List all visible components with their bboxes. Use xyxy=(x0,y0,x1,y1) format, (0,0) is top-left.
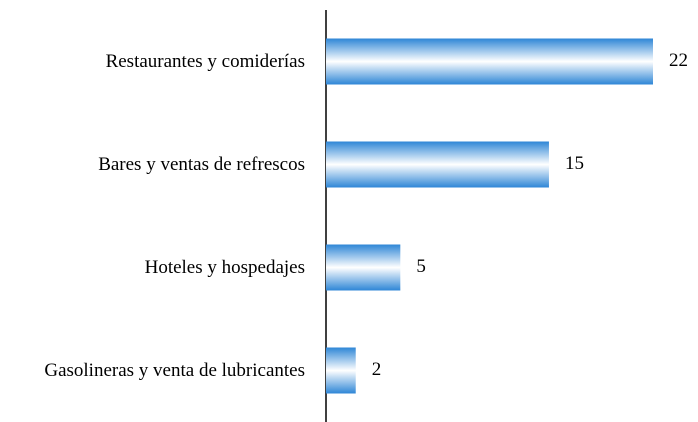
value-label: 2 xyxy=(372,359,382,380)
bar xyxy=(326,244,401,291)
bar xyxy=(326,38,653,85)
category-label: Gasolineras y venta de lubricantes xyxy=(44,359,305,381)
category-label: Bares y ventas de refrescos xyxy=(98,153,305,175)
value-label: 15 xyxy=(565,153,584,174)
bar xyxy=(326,347,356,394)
category-label: Hoteles y hospedajes xyxy=(144,256,305,278)
value-label: 22 xyxy=(669,50,688,71)
category-label: Restaurantes y comiderías xyxy=(105,50,305,72)
value-label: 5 xyxy=(416,256,426,277)
bar xyxy=(326,141,549,188)
